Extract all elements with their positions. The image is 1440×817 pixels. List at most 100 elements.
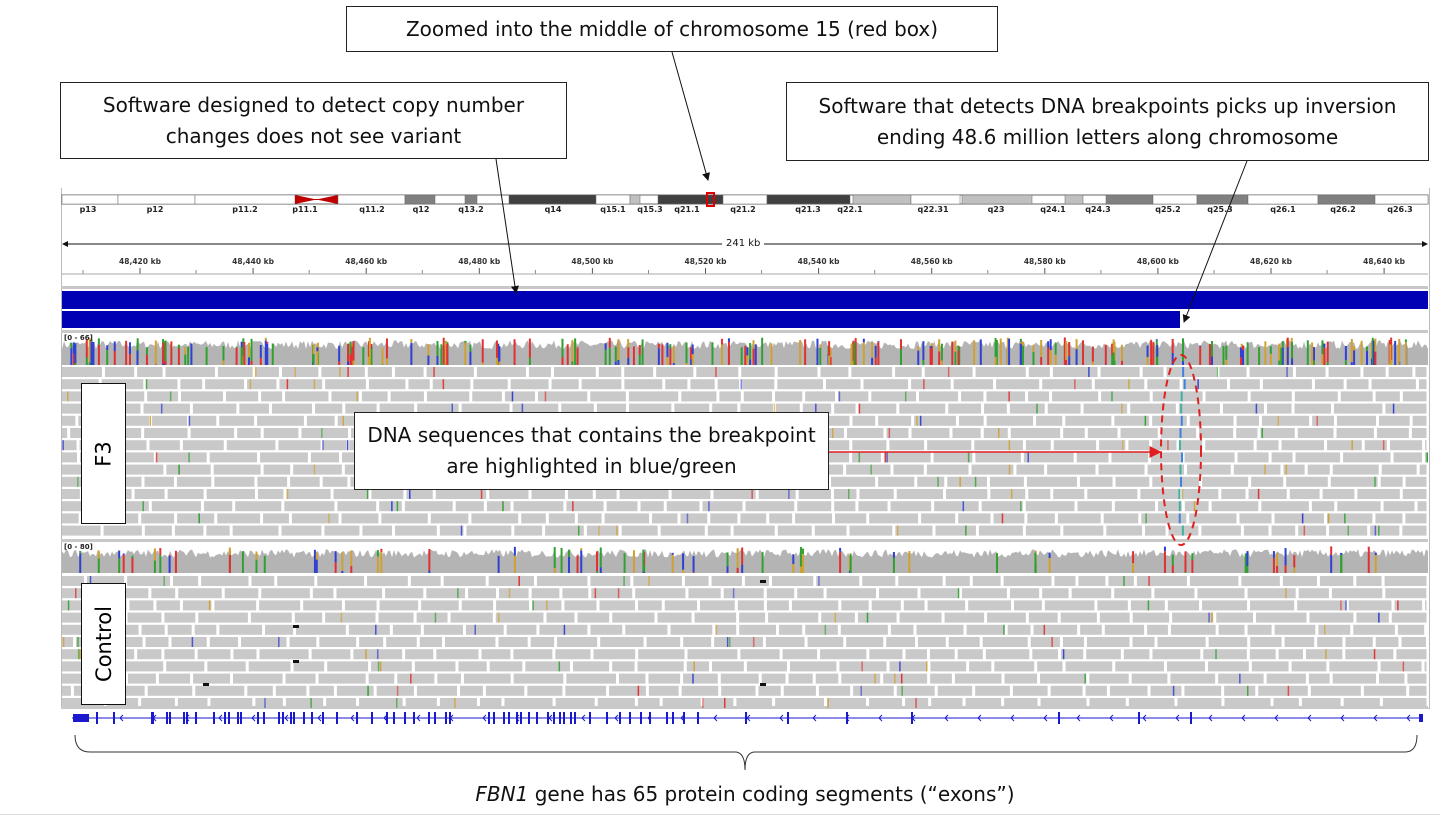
snp-bar	[862, 342, 865, 365]
breakpoint-annotation: Software that detects DNA breakpoints pi…	[786, 82, 1429, 161]
band-q21.3	[766, 194, 851, 205]
aligned-read	[680, 513, 708, 524]
aligned-read	[1382, 698, 1427, 708]
aligned-read	[1266, 673, 1306, 684]
band-label: q22.1	[837, 205, 863, 214]
strand-arrow	[1307, 714, 1312, 722]
aligned-read	[1319, 576, 1354, 586]
aligned-read	[1274, 624, 1316, 635]
strand-arrow	[1142, 714, 1147, 722]
snp-bar	[97, 550, 100, 559]
aligned-read	[1009, 588, 1040, 599]
mismatch	[858, 452, 861, 463]
aligned-read	[859, 489, 894, 499]
snp-bar	[190, 345, 193, 365]
aligned-read	[164, 649, 195, 660]
aligned-read	[1247, 588, 1296, 599]
aligned-read	[1271, 525, 1296, 536]
snp-bar	[744, 345, 747, 356]
snp-bar	[799, 566, 802, 573]
snp-bar	[174, 550, 177, 560]
aligned-read	[1294, 391, 1338, 402]
snp-bar	[380, 552, 383, 573]
aligned-read	[604, 513, 650, 524]
exon	[516, 712, 518, 724]
band-label: p11.1	[292, 205, 318, 214]
aligned-read	[210, 698, 253, 708]
aligned-read	[1025, 501, 1075, 512]
aligned-read	[1114, 588, 1152, 599]
aligned-read	[1424, 452, 1427, 463]
aligned-read	[1154, 588, 1195, 599]
mismatch	[1144, 415, 1147, 426]
snp-bar	[513, 348, 516, 365]
breakpoint-read-mark	[1180, 476, 1183, 487]
aligned-read	[294, 612, 323, 623]
aligned-read	[982, 637, 1028, 647]
aligned-read	[898, 576, 943, 586]
snp-bar	[1404, 342, 1407, 365]
aligned-read	[638, 649, 685, 660]
exon	[183, 712, 185, 724]
snp-bar	[799, 546, 802, 567]
snp-bar	[1293, 555, 1296, 568]
aligned-read	[426, 588, 466, 599]
aligned-read	[851, 367, 893, 377]
aligned-read	[285, 391, 329, 402]
aligned-read	[771, 576, 814, 586]
snp-bar	[1112, 339, 1115, 353]
aligned-read	[920, 588, 959, 599]
snp-bar	[312, 354, 315, 365]
aligned-read	[1384, 576, 1427, 586]
aligned-read	[151, 588, 176, 599]
snp-bar	[741, 564, 744, 573]
aligned-read	[743, 391, 773, 402]
aligned-read	[466, 525, 512, 536]
snp-bar	[657, 343, 660, 349]
aligned-read	[129, 600, 154, 611]
gene-caption: FBN1 gene has 65 protein coding segments…	[0, 782, 1440, 806]
snp-bar	[118, 550, 121, 559]
aligned-read	[488, 576, 534, 586]
aligned-read	[577, 612, 610, 623]
aligned-read	[1114, 415, 1150, 426]
aligned-read	[217, 367, 253, 377]
mismatch	[1043, 624, 1046, 635]
aligned-read	[577, 513, 602, 524]
snp-bar	[350, 566, 353, 573]
aligned-read	[496, 600, 530, 611]
aligned-read	[629, 403, 672, 414]
mismatch	[896, 525, 899, 536]
snp-bar	[792, 554, 795, 564]
snp-bar	[381, 364, 384, 365]
snp-bar	[1191, 553, 1194, 561]
exon	[547, 712, 549, 724]
band-q14	[508, 194, 597, 205]
mismatch	[686, 513, 689, 524]
aligned-read	[205, 379, 245, 390]
f3-sample-label: F3	[81, 383, 126, 524]
snp-bar	[995, 339, 998, 359]
snp-bar	[1246, 342, 1249, 346]
snp-bar	[247, 342, 250, 358]
exon	[1058, 712, 1060, 724]
aligned-read	[1383, 501, 1415, 512]
aligned-read	[935, 525, 976, 536]
exon	[503, 712, 505, 724]
aligned-read	[798, 489, 831, 499]
aligned-read	[817, 452, 850, 463]
aligned-read	[930, 673, 952, 684]
aligned-read	[247, 685, 273, 696]
aligned-read	[430, 513, 469, 524]
band-q12	[404, 194, 436, 205]
aligned-read	[181, 391, 224, 402]
mismatch	[1246, 685, 1249, 696]
aligned-read	[1266, 403, 1292, 414]
aligned-read	[600, 637, 644, 647]
snp-bar	[1047, 347, 1050, 365]
aligned-read	[1179, 440, 1203, 451]
mismatch	[752, 637, 755, 647]
band-label: q24.3	[1085, 205, 1111, 214]
mismatch	[62, 637, 65, 647]
mismatch	[1088, 367, 1090, 377]
